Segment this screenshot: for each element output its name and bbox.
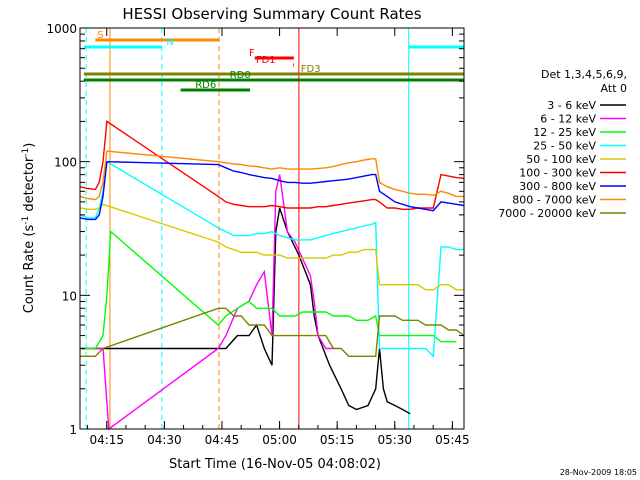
flag-label-f-3: F [249,48,255,59]
flag-label-rd6-7: RD6 [195,80,216,91]
series-line-6 [79,160,465,221]
legend-label-2: 12 - 25 keV [533,126,596,139]
legend-label-5: 100 - 300 keV [519,167,596,180]
flag-label-s-0: S [97,30,103,41]
plot-frame [79,27,465,430]
y-tick-label-3: 1000 [46,22,77,36]
x-axis: 04:15 04:30 04:45 05:00 05:15 05:30 05:45 [87,28,470,447]
legend-label-3: 25 - 50 keV [533,140,596,153]
series-line-7 [79,150,464,201]
series-line-8 [80,307,465,357]
flag-label-fd3-5: FD3 [301,64,321,75]
y-axis-label-mid: detector [22,156,37,216]
series-line-2 [80,230,457,350]
series-line-4 [79,203,464,291]
y-tick-label-0: 1 [69,423,77,437]
legend-header-line2: Att 0 [601,82,627,95]
series-line-5 [79,120,465,210]
x-tick-label-0: 04:15 [89,433,124,447]
x-tick-label-5: 05:30 [377,433,412,447]
x-tick-label-2: 04:45 [205,433,240,447]
y-axis-label-sup1: -1 [21,216,31,225]
legend-label-0: 3 - 6 keV [547,99,596,112]
legend-label-8: 7000 - 20000 keV [498,207,596,220]
series-line-0 [80,207,411,415]
y-axis-label-main: Count Rate (s [22,225,37,314]
chart-title: HESSI Observing Summary Count Rates [122,5,421,23]
flag-label-fd1-4: FD1 [256,55,276,66]
x-tick-label-4: 05:15 [320,433,355,447]
flag-label-n-1: N [166,37,173,48]
flag-label-rd0-6: RD0 [230,70,251,81]
x-tick-label-1: 04:30 [147,433,182,447]
x-axis-label: Start Time (16-Nov-05 04:08:02) [169,457,381,472]
legend-label-4: 50 - 100 keV [526,153,596,166]
legend-header-line1: Det 1,3,4,5,6,9, [541,68,627,81]
y-tick-label-1: 10 [62,289,77,303]
y-axis-label: Count Rate (s-1 detector-1) [21,143,37,314]
legend-label-7: 800 - 7000 keV [512,194,596,207]
y-axis-label-end: ) [22,143,37,148]
series-line-3 [79,160,464,358]
legend-label-1: 6 - 12 keV [540,113,596,126]
y-axis: 1 10 100 1000 [46,22,464,437]
y-axis-label-sup2: -1 [21,148,31,157]
legend-label-6: 300 - 800 keV [519,180,596,193]
series-line-1 [80,174,334,431]
x-tick-label-6: 05:45 [435,433,470,447]
timestamp: 28-Nov-2009 18:05 [560,468,637,477]
y-tick-label-2: 100 [54,156,77,170]
x-tick-label-3: 05:00 [262,433,297,447]
